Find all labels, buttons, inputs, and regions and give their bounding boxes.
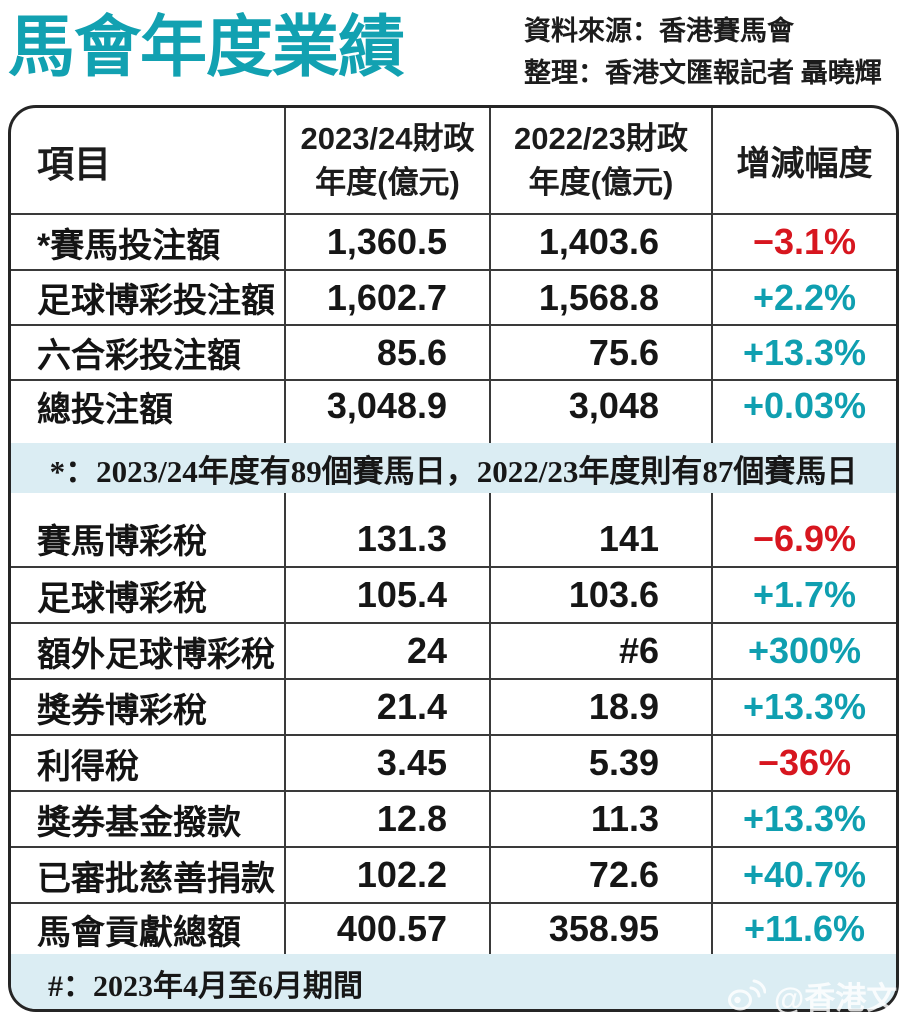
row-label: 獎券博彩稅 [11, 680, 286, 734]
value-change: +0.03% [742, 385, 867, 426]
table-row: 已審批慈善捐款 102.2 72.6 +40.7% [11, 848, 896, 904]
value-fy2023: 141 [491, 511, 713, 566]
table-row: 獎券基金撥款 12.8 11.3 +13.3% [11, 792, 896, 848]
row-label: 總投注額 [11, 381, 286, 431]
compiler-line: 整理：香港文匯報記者 聶曉輝 [524, 58, 882, 88]
value-fy2024: 21.4 [286, 680, 491, 734]
value-fy2024: 12.8 [286, 792, 491, 846]
column-header-change: 增減幅度 [736, 145, 873, 183]
column-header-item: 項目 [11, 108, 286, 213]
value-fy2023: 3,048 [491, 381, 713, 431]
results-table: 項目 2023/24財政 年度(億元) 2022/23財政 年度(億元) 增減幅… [8, 105, 899, 1012]
row-label: 馬會貢獻總額 [11, 904, 286, 954]
value-fy2023: 5.39 [491, 736, 713, 790]
value-change: −36% [757, 742, 852, 783]
value-fy2024: 3,048.9 [286, 381, 491, 431]
value-change: −6.9% [752, 517, 857, 559]
column-header-fy2024: 2023/24財政 年度(億元) [286, 108, 491, 213]
table-row: 賽馬博彩稅 131.3 141 −6.9% [11, 511, 896, 568]
row-label: 足球博彩投注額 [11, 271, 286, 324]
value-fy2023: #6 [491, 624, 713, 678]
table-row: 馬會貢獻總額 400.57 358.95 +11.6% [11, 904, 896, 954]
row-label: 已審批慈善捐款 [11, 848, 286, 902]
row-label: 六合彩投注額 [11, 326, 286, 379]
value-fy2023: 103.6 [491, 568, 713, 622]
row-label: 賽馬博彩稅 [11, 511, 286, 566]
row-label: *賽馬投注額 [11, 215, 286, 269]
value-fy2023: 1,403.6 [491, 215, 713, 269]
table-row: 足球博彩投注額 1,602.7 1,568.8 +2.2% [11, 271, 896, 326]
row-label: 足球博彩稅 [11, 568, 286, 622]
value-fy2024: 102.2 [286, 848, 491, 902]
value-change: +40.7% [742, 854, 867, 895]
table-row: 總投注額 3,048.9 3,048 +0.03% [11, 381, 896, 431]
column-rule-spacer [11, 431, 896, 443]
table-row: *賽馬投注額 1,360.5 1,403.6 −3.1% [11, 215, 896, 271]
value-change: +13.3% [742, 331, 867, 373]
value-change: +11.6% [743, 908, 866, 949]
value-fy2023: 75.6 [491, 326, 713, 379]
value-fy2023: 11.3 [491, 792, 713, 846]
row-label: 利得稅 [11, 736, 286, 790]
value-fy2023: 18.9 [491, 680, 713, 734]
value-fy2024: 85.6 [286, 326, 491, 379]
value-change: +1.7% [752, 574, 857, 615]
table-row: 六合彩投注額 85.6 75.6 +13.3% [11, 326, 896, 381]
value-change: +13.3% [742, 686, 867, 727]
table-row: 利得稅 3.45 5.39 −36% [11, 736, 896, 792]
value-fy2024: 105.4 [286, 568, 491, 622]
racedays-note-band: *：2023/24年度有89個賽馬日，2022/23年度則有87個賽馬日 [11, 443, 896, 493]
value-change: −3.1% [752, 221, 857, 262]
page-title: 馬會年度業績 [8, 10, 405, 85]
table-row: 額外足球博彩稅 24 #6 +300% [11, 624, 896, 680]
value-fy2024: 3.45 [286, 736, 491, 790]
value-fy2024: 131.3 [286, 511, 491, 566]
column-rule-spacer [11, 493, 896, 511]
source-line: 資料來源：香港賽馬會 [524, 16, 794, 46]
value-change: +2.2% [752, 276, 857, 318]
value-fy2023: 72.6 [491, 848, 713, 902]
table-header-row: 項目 2023/24財政 年度(億元) 2022/23財政 年度(億元) 增減幅… [11, 108, 896, 215]
value-change: +300% [747, 630, 862, 671]
value-fy2024: 1,360.5 [286, 215, 491, 269]
row-label: 額外足球博彩稅 [11, 624, 286, 678]
masthead: 馬會年度業績 資料來源：香港賽馬會 整理：香港文匯報記者 聶曉輝 [0, 0, 907, 100]
value-fy2024: 1,602.7 [286, 271, 491, 324]
value-fy2023: 358.95 [491, 904, 713, 954]
table-row: 獎券博彩稅 21.4 18.9 +13.3% [11, 680, 896, 736]
value-fy2024: 24 [286, 624, 491, 678]
row-label: 獎券基金撥款 [11, 792, 286, 846]
table-row: 足球博彩稅 105.4 103.6 +1.7% [11, 568, 896, 624]
column-header-fy2023: 2022/23財政 年度(億元) [491, 108, 713, 213]
value-fy2023: 1,568.8 [491, 271, 713, 324]
value-fy2024: 400.57 [286, 904, 491, 954]
value-change: +13.3% [742, 798, 867, 839]
source-block: 資料來源：香港賽馬會 整理：香港文匯報記者 聶曉輝 [524, 10, 907, 94]
period-note-band: #：2023年4月至6月期間 [11, 954, 896, 1009]
